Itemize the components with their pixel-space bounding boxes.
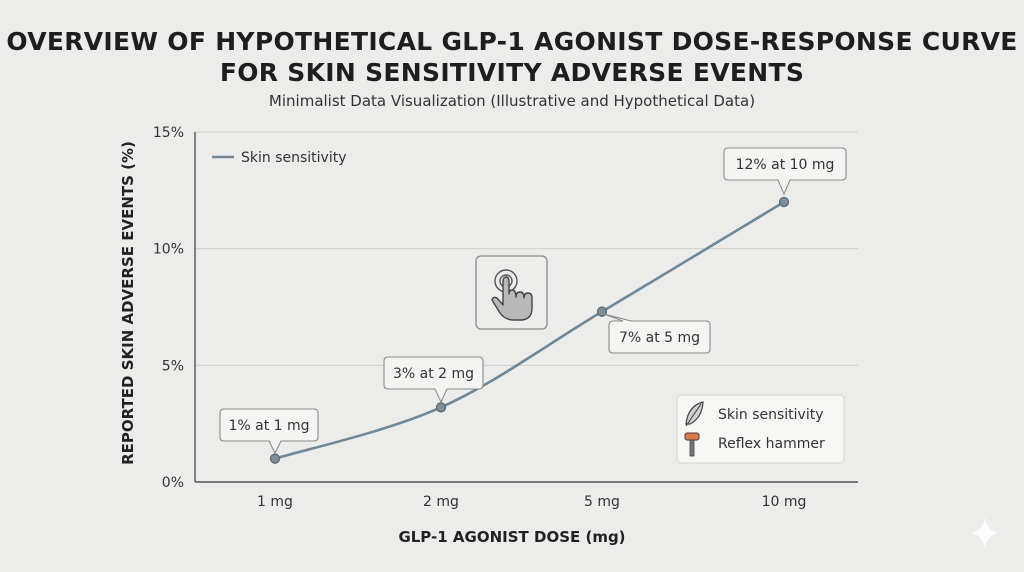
data-annotations: 1% at 1 mg 3% at 2 mg 7% at 5 mg 12% at 10 … [219, 147, 847, 455]
data-label-text: 12% at 10 mg [736, 157, 835, 173]
x-tick-label: 2 mg [423, 494, 459, 510]
data-point[interactable] [778, 196, 790, 208]
x-tick-label: 5 mg [584, 494, 620, 510]
data-point[interactable] [269, 453, 281, 464]
y-tick-label: 5% [162, 358, 184, 374]
x-tick-label: 10 mg [762, 494, 807, 510]
data-label: 12% at 10 mg [723, 147, 847, 196]
reflex-hammer-icon [684, 432, 700, 457]
tap-gesture-icon[interactable] [475, 255, 548, 330]
series-line-skin-sensitivity [273, 200, 786, 460]
data-label-text: 3% at 2 mg [393, 366, 474, 382]
legend-top: Skin sensitivity [212, 150, 347, 166]
y-tick-labels: 0% 5% 10% 15% [153, 125, 184, 491]
legend-label-skin-sensitivity-icon: Skin sensitivity [718, 407, 824, 423]
sparkle-icon [971, 517, 999, 549]
x-axis-title: GLP-1 AGONIST DOSE (mg) [398, 528, 625, 546]
x-tick-labels: 1 mg 2 mg 5 mg 10 mg [257, 494, 806, 510]
y-tick-label: 10% [153, 242, 184, 258]
y-axis-title: REPORTED SKIN ADVERSE EVENTS (%) [119, 141, 137, 465]
data-points [269, 196, 790, 464]
x-tick-label: 1 mg [257, 494, 293, 510]
data-label-text: 7% at 5 mg [619, 330, 700, 346]
grid [195, 131, 858, 366]
data-label: 7% at 5 mg [603, 313, 711, 354]
feather-icon [685, 401, 704, 427]
chart-subtitle: Minimalist Data Visualization (Illustrat… [268, 92, 756, 110]
legend-bottom: Skin sensitivity Reflex hammer [676, 394, 845, 464]
axes [194, 132, 858, 483]
y-tick-label: 0% [162, 475, 184, 491]
y-tick-label: 15% [153, 125, 184, 141]
legend-label-skin-sensitivity: Skin sensitivity [241, 150, 347, 166]
legend-label-reflex-hammer: Reflex hammer [718, 436, 825, 452]
data-label: 1% at 1 mg [219, 408, 319, 455]
data-point[interactable] [435, 402, 447, 413]
data-label-text: 1% at 1 mg [228, 418, 309, 434]
data-label: 3% at 2 mg [383, 356, 484, 404]
chart-title: Overview of Hypothetical GLP-1 Agonist D… [6, 27, 1018, 87]
